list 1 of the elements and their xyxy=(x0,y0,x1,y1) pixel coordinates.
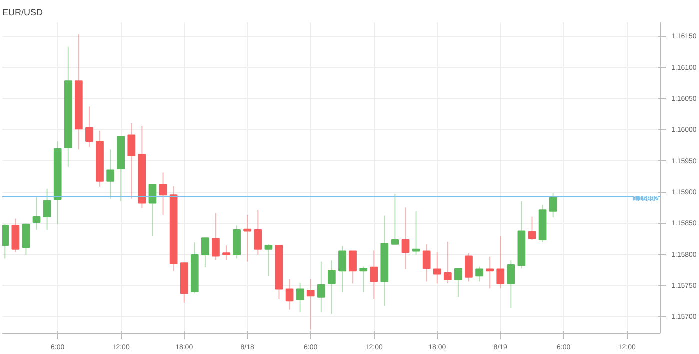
chart-title: EUR/USD xyxy=(2,8,44,18)
